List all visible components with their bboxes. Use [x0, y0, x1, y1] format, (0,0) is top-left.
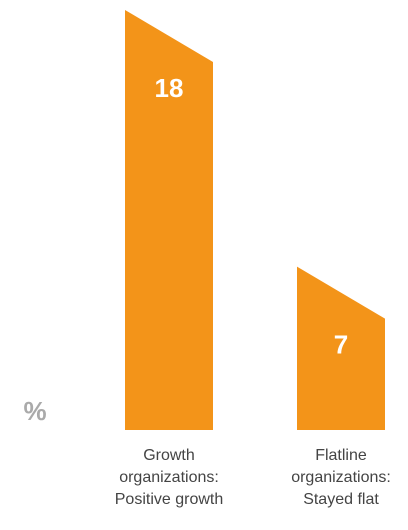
value-label: 7	[334, 330, 348, 360]
category-label: Flatline	[315, 447, 367, 464]
category-label: Stayed flat	[303, 491, 379, 508]
category-label: Positive growth	[115, 491, 224, 508]
value-label: 18	[155, 73, 184, 103]
category-label: Growth	[143, 447, 195, 464]
unit-label: %	[23, 396, 46, 426]
category-label: organizations:	[119, 469, 219, 486]
bar	[297, 266, 385, 430]
bar	[125, 10, 213, 430]
category-label: organizations:	[291, 469, 391, 486]
